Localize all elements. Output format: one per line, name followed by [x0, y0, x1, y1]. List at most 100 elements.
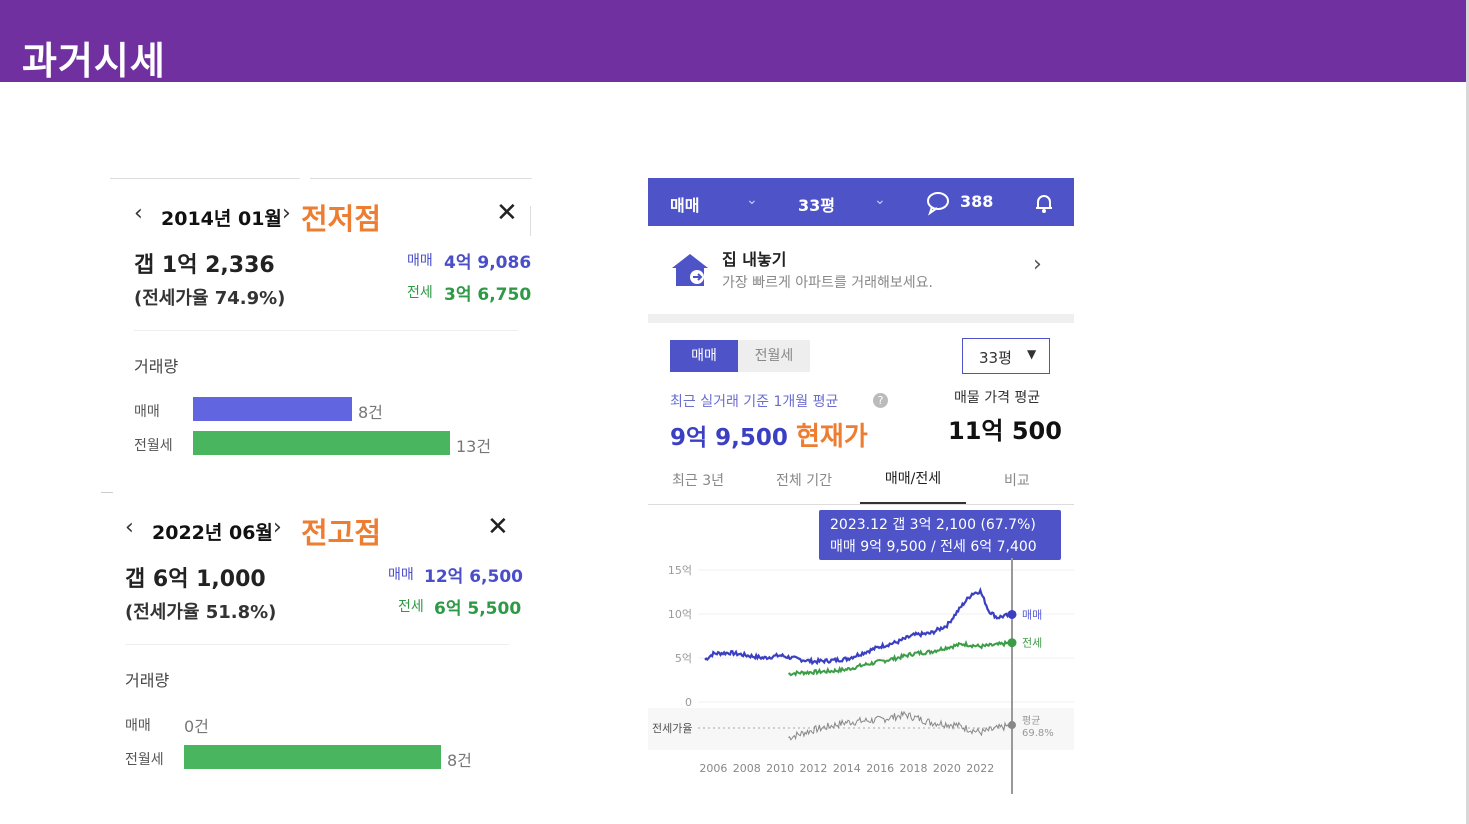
jeonse-value: 3억 6,750 — [444, 285, 532, 305]
volume-rent-label: 전월세 — [125, 752, 164, 768]
page-header: 과거시세 — [0, 0, 1466, 83]
card-separator — [101, 492, 113, 493]
low-point-tag: 전저점 — [301, 202, 382, 236]
volume-sale-bar — [193, 397, 352, 421]
chevron-right-icon[interactable]: › — [1033, 252, 1042, 277]
jeonse-label: 전세 — [407, 285, 433, 301]
tooltip-line-2: 매매 9억 9,500 / 전세 6억 7,400 — [830, 539, 1037, 555]
tab-sale-jeonse[interactable]: 매매/전세 — [860, 468, 966, 504]
tab-compare[interactable]: 비교 — [1004, 473, 1030, 489]
volume-rent-count: 13건 — [456, 437, 492, 456]
month-label: 2014년 01월 — [161, 208, 282, 230]
app-screen: 매매 ⌄ 33평 ⌄ 388 집 내놓기 가장 빠르게 아파트를 거래해보세요.… — [648, 178, 1074, 794]
next-month-button[interactable]: › — [273, 515, 282, 540]
prev-month-button[interactable]: ‹ — [125, 515, 134, 540]
sale-label: 매매 — [407, 253, 433, 269]
tab-sale-jeonse-label: 매매/전세 — [884, 471, 942, 487]
jeonse-label: 전세 — [398, 599, 424, 615]
jeonse-end-point — [1007, 638, 1017, 648]
close-icon[interactable]: ✕ — [487, 512, 509, 542]
jeonse-series-line — [788, 639, 1013, 677]
section-gap — [648, 314, 1074, 323]
volume-title: 거래량 — [125, 671, 170, 690]
low-price-card: ‹ 2014년 01월 › 전저점 ✕ 갭 1억 2,336 (전세가율 74.… — [110, 178, 532, 478]
comment-icon[interactable] — [926, 190, 952, 220]
x-tick-label: 2014 — [833, 762, 861, 775]
chart-tooltip: 2023.12 갭 3억 2,100 (67.7%) 매매 9억 9,500 /… — [819, 510, 1061, 560]
month-label: 2022년 06월 — [152, 522, 273, 544]
toggle-sale-button[interactable]: 매매 — [670, 340, 738, 372]
size-select[interactable]: 33평 — [798, 196, 835, 215]
jeonse-legend-label: 전세 — [1022, 637, 1042, 650]
size-dropdown[interactable]: 33평 ▼ — [962, 338, 1050, 374]
volume-sale-count: 8건 — [358, 403, 383, 422]
caret-down-icon: ▼ — [1027, 347, 1037, 361]
house-icon — [670, 250, 710, 292]
comment-count[interactable]: 388 — [960, 192, 994, 211]
bell-icon[interactable] — [1032, 191, 1056, 219]
gap-value: 갭 6억 1,000 — [125, 567, 266, 592]
sale-label: 매매 — [388, 567, 414, 583]
size-dropdown-value: 33평 — [979, 349, 1012, 367]
y-tick-label: 5억 — [675, 652, 692, 665]
volume-sale-label: 매매 — [125, 718, 151, 734]
sale-value: 12억 6,500 — [424, 567, 523, 587]
sale-legend-label: 매매 — [1022, 608, 1042, 621]
x-tick-label: 2016 — [866, 762, 894, 775]
x-tick-label: 2022 — [966, 762, 994, 775]
y-tick-label: 0 — [685, 696, 692, 709]
volume-rent-bar — [193, 431, 450, 455]
gap-value: 갭 1억 2,336 — [134, 253, 275, 278]
volume-sale-label: 매매 — [134, 404, 160, 420]
listing-title: 집 내놓기 — [722, 250, 787, 269]
ratio-end-point — [1008, 721, 1016, 730]
listing-subtitle: 가장 빠르게 아파트를 거래해보세요. — [722, 275, 933, 291]
deal-type-select[interactable]: 매매 — [670, 196, 700, 215]
tab-all-period[interactable]: 전체 기간 — [776, 473, 832, 489]
ratio-average-label: 평균 — [1022, 715, 1040, 727]
chevron-down-icon[interactable]: ⌄ — [746, 192, 758, 208]
ratio-average-value: 69.8% — [1022, 728, 1054, 739]
info-icon[interactable]: ? — [873, 393, 888, 408]
listing-average-label: 매물 가격 평균 — [954, 390, 1041, 406]
volume-sale-count: 0건 — [184, 717, 209, 736]
y-tick-label: 15억 — [668, 564, 692, 577]
high-price-card: ‹ 2022년 06월 › 전고점 ✕ 갭 6억 1,000 (전세가율 51.… — [101, 500, 523, 790]
x-tick-label: 2010 — [766, 762, 794, 775]
close-icon[interactable]: ✕ — [496, 198, 518, 228]
jeonse-ratio: (전세가율 51.8%) — [125, 602, 277, 623]
current-price-tag: 현재가 — [796, 422, 868, 452]
volume-title: 거래량 — [134, 357, 179, 376]
listing-average-price: 11억 500 — [948, 417, 1062, 445]
next-month-button[interactable]: › — [282, 201, 291, 226]
tab-recent-3y[interactable]: 최근 3년 — [672, 473, 724, 489]
sale-series-line — [704, 586, 1013, 666]
page-title: 과거시세 — [22, 39, 166, 83]
x-tick-label: 2008 — [733, 762, 761, 775]
tab-underline — [648, 504, 1074, 505]
y-tick-label: 10억 — [668, 608, 692, 621]
jeonse-value: 6억 5,500 — [434, 599, 522, 619]
jeonse-ratio: (전세가율 74.9%) — [134, 288, 286, 309]
recent-average-price: 9억 9,500 — [670, 425, 788, 451]
x-tick-label: 2012 — [799, 762, 827, 775]
volume-rent-bar — [184, 745, 441, 769]
ratio-band — [648, 708, 1074, 750]
tooltip-line-1: 2023.12 갭 3억 2,100 (67.7%) — [830, 517, 1036, 533]
app-top-bar: 매매 ⌄ 33평 ⌄ 388 — [648, 178, 1074, 226]
x-tick-label: 2020 — [933, 762, 961, 775]
x-tick-label: 2018 — [900, 762, 928, 775]
recent-average-label: 최근 실거래 기준 1개월 평균 — [670, 394, 839, 410]
sale-value: 4억 9,086 — [444, 253, 532, 273]
right-edge — [1466, 0, 1469, 824]
chevron-down-icon[interactable]: ⌄ — [874, 192, 886, 208]
toggle-rent-button[interactable]: 전월세 — [738, 340, 810, 372]
x-tick-label: 2006 — [699, 762, 727, 775]
sale-end-point — [1007, 609, 1017, 619]
ratio-series-line — [788, 710, 1013, 741]
prev-month-button[interactable]: ‹ — [134, 201, 143, 226]
volume-rent-count: 8건 — [447, 751, 472, 770]
listing-banner[interactable]: 집 내놓기 가장 빠르게 아파트를 거래해보세요. › — [648, 226, 1074, 316]
volume-rent-label: 전월세 — [134, 438, 173, 454]
